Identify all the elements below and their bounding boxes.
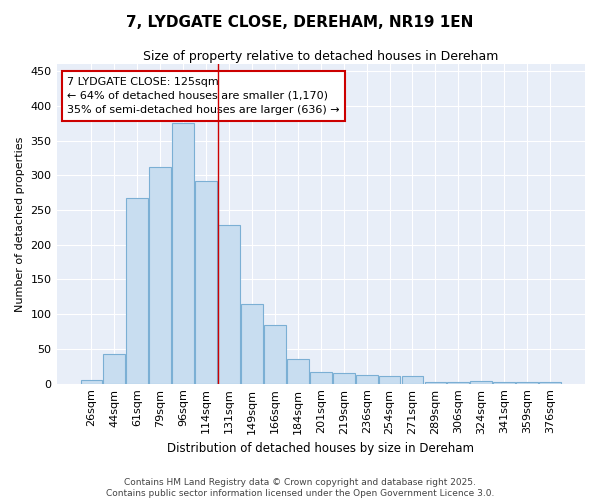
Bar — [195, 181, 217, 384]
Bar — [493, 382, 515, 384]
Bar — [80, 380, 103, 384]
Bar — [425, 382, 446, 384]
Bar — [149, 167, 171, 384]
Bar — [172, 123, 194, 384]
Y-axis label: Number of detached properties: Number of detached properties — [15, 136, 25, 312]
Bar — [310, 372, 332, 384]
Text: 7 LYDGATE CLOSE: 125sqm
← 64% of detached houses are smaller (1,170)
35% of semi: 7 LYDGATE CLOSE: 125sqm ← 64% of detache… — [67, 77, 340, 115]
Bar — [448, 382, 469, 384]
Bar — [241, 304, 263, 384]
Bar — [356, 374, 377, 384]
X-axis label: Distribution of detached houses by size in Dereham: Distribution of detached houses by size … — [167, 442, 474, 455]
Bar — [470, 381, 492, 384]
Bar — [218, 226, 240, 384]
Bar — [103, 354, 125, 384]
Text: Contains HM Land Registry data © Crown copyright and database right 2025.
Contai: Contains HM Land Registry data © Crown c… — [106, 478, 494, 498]
Bar — [287, 360, 309, 384]
Bar — [539, 382, 561, 384]
Title: Size of property relative to detached houses in Dereham: Size of property relative to detached ho… — [143, 50, 499, 63]
Text: 7, LYDGATE CLOSE, DEREHAM, NR19 1EN: 7, LYDGATE CLOSE, DEREHAM, NR19 1EN — [127, 15, 473, 30]
Bar — [127, 198, 148, 384]
Bar — [516, 382, 538, 384]
Bar — [401, 376, 424, 384]
Bar — [379, 376, 400, 384]
Bar — [264, 324, 286, 384]
Bar — [333, 372, 355, 384]
